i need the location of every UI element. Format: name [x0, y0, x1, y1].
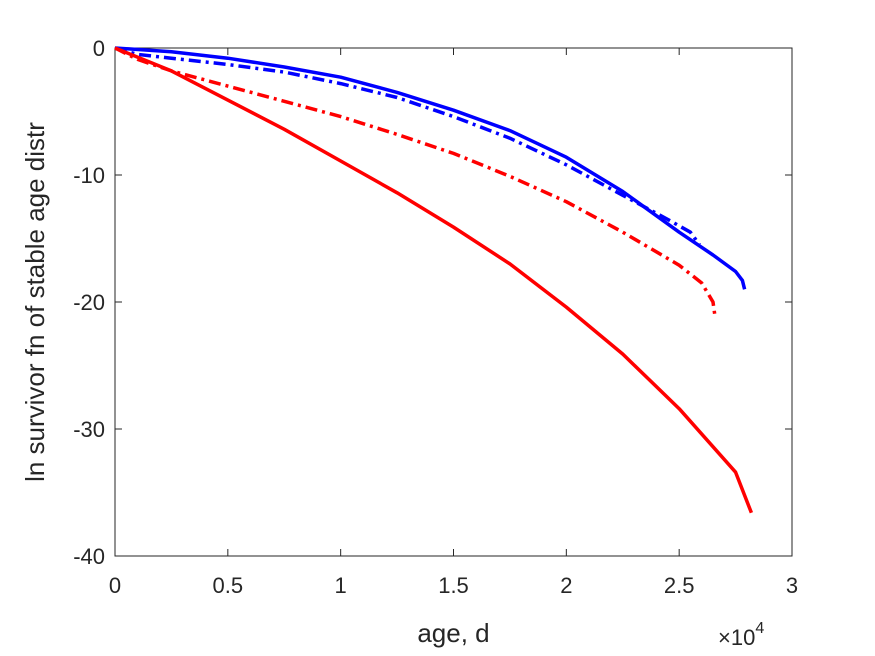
- series-line-2: [114, 46, 701, 246]
- x-multiplier-base: ×10: [718, 625, 755, 650]
- y-tick-labels: 0 -10 -20 -30 -40: [73, 36, 105, 569]
- y-tick-label: -10: [73, 163, 105, 188]
- x-axis-multiplier: ×104: [718, 620, 764, 650]
- series-group: [114, 46, 754, 514]
- series-line-3: [114, 46, 718, 319]
- series-line-4: [114, 46, 754, 514]
- plot-area: [114, 47, 793, 557]
- x-tick-label: 2.5: [664, 573, 695, 598]
- y-axis-label: ln survivor fn of stable age distr: [20, 122, 50, 482]
- x-tick-label: 1: [335, 573, 347, 598]
- x-tick-labels: 0 0.5 1 1.5 2 2.5 3: [109, 573, 798, 598]
- x-tick-label: 0.5: [213, 573, 244, 598]
- y-tick-label: -40: [73, 544, 105, 569]
- y-tick-label: 0: [93, 36, 105, 61]
- x-tick-label: 1.5: [438, 573, 469, 598]
- series-line-1: [114, 46, 747, 290]
- x-tick-label: 0: [109, 573, 121, 598]
- x-tick-label: 3: [786, 573, 798, 598]
- y-tick-label: -30: [73, 417, 105, 442]
- y-tick-label: -20: [73, 290, 105, 315]
- x-tick-label: 2: [560, 573, 572, 598]
- x-axis-label: age, d: [417, 618, 489, 648]
- x-multiplier-exponent: 4: [755, 620, 764, 637]
